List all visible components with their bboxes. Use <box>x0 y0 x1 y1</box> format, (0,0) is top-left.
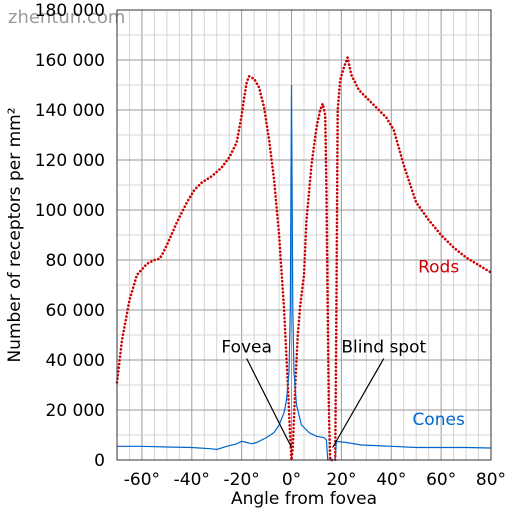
y-tick-label: 0 <box>94 451 105 471</box>
annotations: Rods Cones Fovea Blind spot <box>221 258 465 448</box>
x-tick-label: 20° <box>326 470 356 490</box>
series-label-cones: Cones <box>412 410 465 430</box>
grid <box>116 9 492 461</box>
y-tick-label: 40 000 <box>46 351 105 371</box>
tick-labels: -60° -40° -20° 0° 20° 40° 60° 80° 0 20 000 40 000 6… <box>35 1 506 490</box>
annotation-leader-line <box>246 358 293 448</box>
y-tick-label: 60 000 <box>46 301 105 321</box>
plot-frame <box>116 9 492 461</box>
x-tick-label: 40° <box>376 470 406 490</box>
x-axis-title: Angle from fovea <box>231 489 377 509</box>
x-tick-label: 0° <box>282 470 301 490</box>
y-axis-title: Number of receptors per mm² <box>5 107 25 362</box>
y-tick-label: 160 000 <box>35 51 105 71</box>
series-layer <box>115 52 493 462</box>
y-tick-label: 140 000 <box>35 101 105 121</box>
annotation-fovea: Fovea <box>221 338 272 358</box>
y-tick-label: 100 000 <box>35 201 105 221</box>
x-tick-label: -60° <box>124 470 160 490</box>
x-tick-label: -20° <box>224 470 260 490</box>
annotation-leader-line <box>332 358 385 448</box>
x-tick-label: 80° <box>476 470 506 490</box>
watermark: zhentun.com <box>8 7 126 28</box>
x-tick-label: -40° <box>174 470 210 490</box>
x-tick-label: 60° <box>426 470 456 490</box>
series-line-cones <box>117 84 492 461</box>
series-label-rods: Rods <box>418 258 459 278</box>
y-tick-label: 180 000 <box>35 1 105 21</box>
annotation-blind-spot: Blind spot <box>341 338 426 358</box>
y-tick-label: 20 000 <box>46 401 105 421</box>
y-tick-label: 80 000 <box>46 251 105 271</box>
y-tick-label: 120 000 <box>35 151 105 171</box>
